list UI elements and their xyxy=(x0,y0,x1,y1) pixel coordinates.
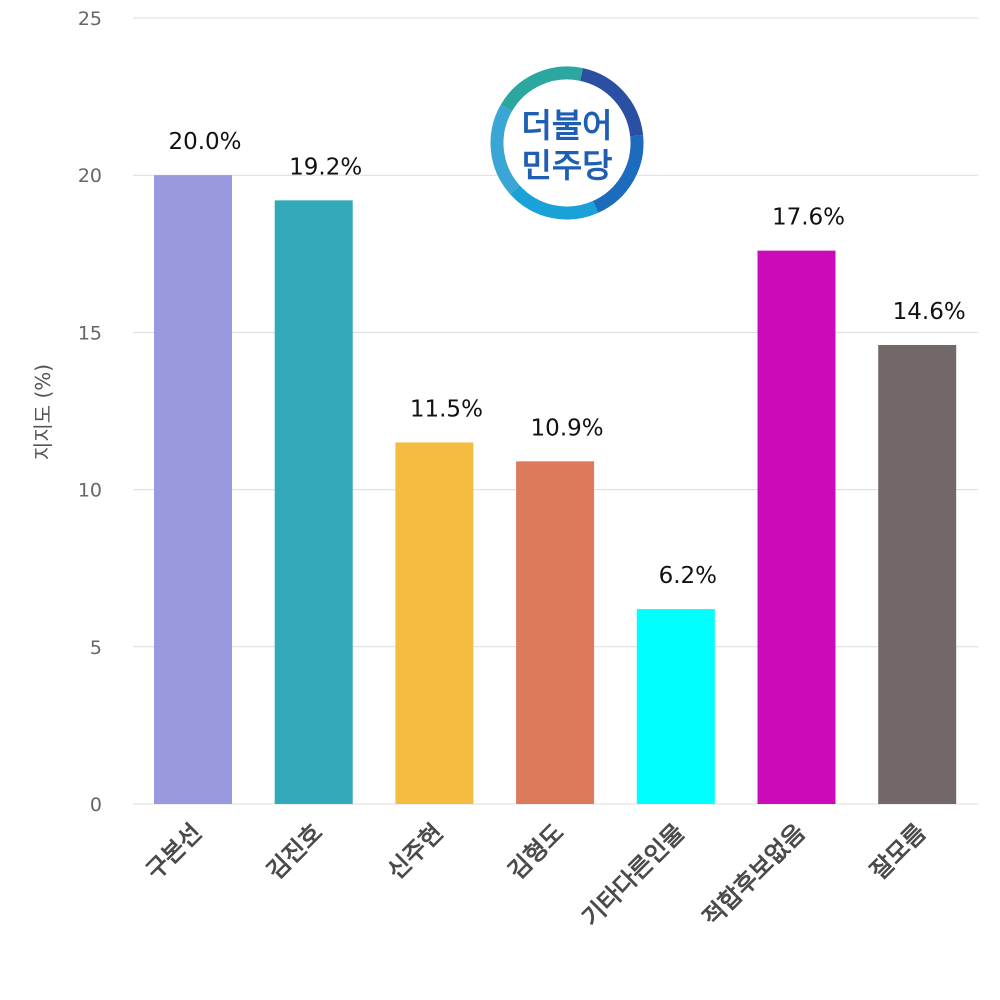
logo-background xyxy=(490,66,644,220)
x-tick-label: 김형도 xyxy=(503,818,570,885)
bar xyxy=(636,609,715,804)
y-tick-label: 15 xyxy=(78,322,102,344)
bar xyxy=(516,461,595,804)
x-tick-label: 적합후보없음 xyxy=(697,818,810,931)
logo-text-line-2: 민주당 xyxy=(521,146,612,185)
y-tick-label: 20 xyxy=(78,165,102,187)
party-logo: 더불어 민주당 xyxy=(490,66,644,220)
data-label: 14.6% xyxy=(893,299,966,325)
logo-text-line-1: 더불어 xyxy=(521,106,612,145)
bars xyxy=(154,175,957,805)
data-label: 17.6% xyxy=(772,205,845,231)
logo-ring-segment xyxy=(592,135,644,213)
bar xyxy=(154,175,232,804)
y-tick-label: 25 xyxy=(78,8,102,30)
data-labels: 20.0% 19.2% 11.5% 10.9% 6.2% 17.6% 14.6% xyxy=(168,129,965,589)
data-label: 6.2% xyxy=(659,563,717,589)
bar xyxy=(878,344,957,804)
x-tick-label: 구본선 xyxy=(141,818,208,885)
bar xyxy=(757,250,836,804)
data-label: 10.9% xyxy=(531,415,604,441)
data-label: 19.2% xyxy=(289,154,362,180)
y-axis-label: 지지도 (%) xyxy=(31,364,55,460)
data-label: 11.5% xyxy=(410,396,483,422)
y-axis-ticks: 0 5 10 15 20 25 xyxy=(78,8,102,816)
logo-ring xyxy=(490,66,644,220)
logo-ring-segment xyxy=(510,185,599,220)
y-tick-label: 5 xyxy=(90,637,102,659)
logo-ring-segment xyxy=(490,104,520,195)
y-tick-label: 10 xyxy=(78,480,102,502)
bar xyxy=(395,442,474,804)
data-label: 20.0% xyxy=(168,129,241,155)
bar xyxy=(274,200,353,805)
y-tick-label: 0 xyxy=(90,794,102,816)
x-tick-label: 김진호 xyxy=(261,818,328,885)
logo-ring-segment xyxy=(579,68,644,137)
x-axis-ticks: 구본선 김진호 신주현 김형도 기타다른인물 적합후보없음 잘모름 xyxy=(141,818,932,931)
x-tick-label: 기타다른인물 xyxy=(577,818,690,931)
x-tick-label: 잘모름 xyxy=(865,818,932,885)
x-tick-label: 신주현 xyxy=(382,818,449,885)
logo-ring-segment xyxy=(500,66,583,112)
